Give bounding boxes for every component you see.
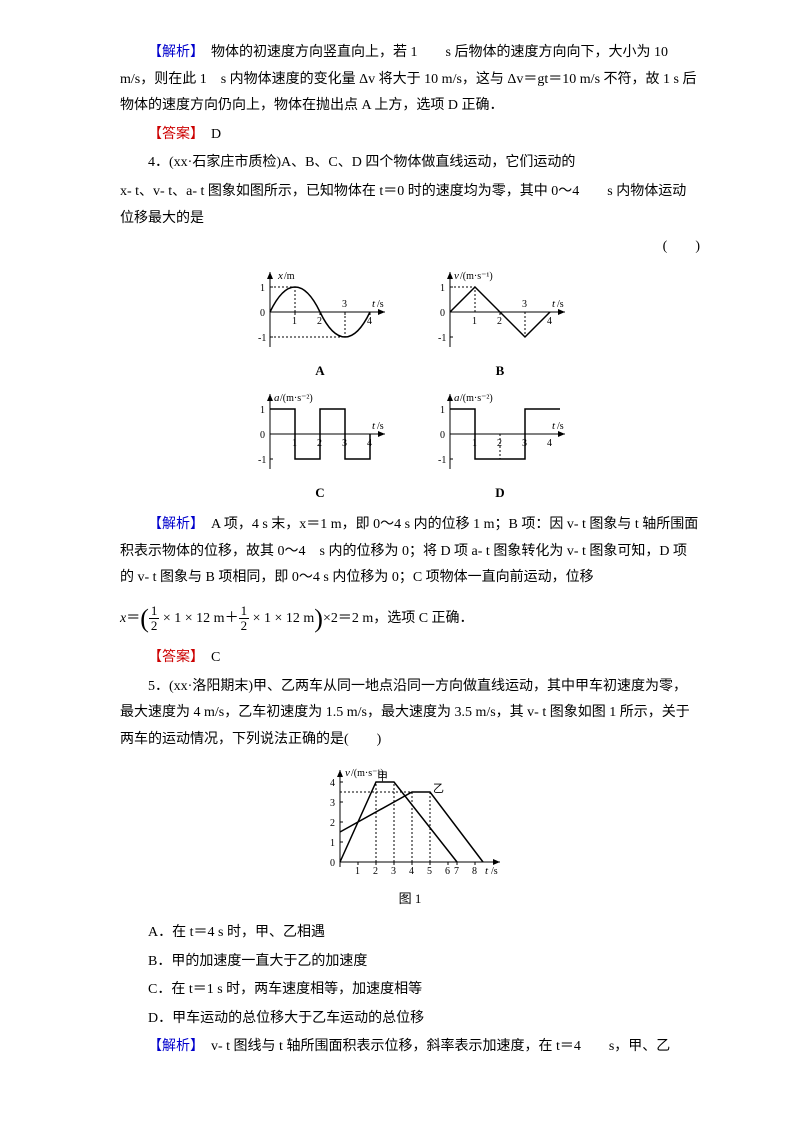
q4-equation: x＝(12 × 1 × 12 m＋12 × 1 × 12 m)×2＝2 m，选项… — [120, 594, 700, 643]
svg-text:1: 1 — [440, 283, 445, 294]
svg-text:乙: 乙 — [433, 782, 444, 795]
svg-text:/(m·s⁻²): /(m·s⁻²) — [280, 393, 313, 404]
answer-label: 【答案】 — [148, 127, 197, 142]
q5-opt-c: C．在 t＝1 s 时，两车速度相等，加速度相等 — [120, 977, 700, 1004]
svg-text:t: t — [372, 298, 376, 310]
graph-B-label: B — [496, 359, 505, 384]
svg-text:t: t — [372, 420, 376, 432]
svg-text:/(m·s⁻¹): /(m·s⁻¹) — [460, 271, 493, 282]
svg-text:-1: -1 — [438, 455, 446, 466]
svg-text:1: 1 — [472, 316, 477, 327]
q5-figure-caption: 图 1 — [120, 887, 700, 912]
q4-stem-line1: 4．(xx·石家庄市质检)A、B、C、D 四个物体做直线运动，它们运动的 — [120, 150, 700, 177]
svg-text:t: t — [552, 298, 556, 310]
analysis-text: v- t 图线与 t 轴所围面积表示位移，斜率表示加速度，在 t＝4 s，甲、乙 — [197, 1039, 670, 1054]
svg-text:2: 2 — [330, 818, 335, 829]
svg-text:3: 3 — [391, 866, 396, 877]
svg-text:/s: /s — [491, 866, 498, 877]
graph-D-label: D — [495, 481, 504, 506]
eq-tail: ×2＝2 m，选项 C 正确． — [323, 611, 474, 626]
svg-text:/s: /s — [557, 421, 564, 432]
q4-answer: 【答案】 C — [120, 645, 700, 672]
svg-text:2: 2 — [497, 316, 502, 327]
answer-text: D — [197, 127, 221, 142]
svg-text:t: t — [485, 865, 489, 877]
svg-text:/s: /s — [377, 421, 384, 432]
graph-A-label: A — [315, 359, 324, 384]
answer-label: 【答案】 — [148, 650, 197, 665]
svg-text:0: 0 — [260, 430, 265, 441]
svg-text:2: 2 — [373, 866, 378, 877]
svg-text:1: 1 — [260, 283, 265, 294]
svg-text:1: 1 — [292, 316, 297, 327]
q5-stem: 5．(xx·洛阳期末)甲、乙两车从同一地点沿同一方向做直线运动，其中甲车初速度为… — [120, 674, 700, 754]
svg-text:4: 4 — [547, 438, 552, 449]
graph-D: a/(m·s⁻²) t/s 1 0 -1 1234 D — [430, 389, 570, 506]
analysis-label: 【解析】 — [148, 517, 197, 532]
svg-text:6: 6 — [445, 866, 450, 877]
q3-answer: 【答案】 D — [120, 122, 700, 149]
svg-text:3: 3 — [522, 299, 527, 310]
svg-text:3: 3 — [342, 299, 347, 310]
svg-text:甲: 甲 — [377, 771, 388, 783]
svg-text:8: 8 — [472, 866, 477, 877]
q5-opt-a: A．在 t＝4 s 时，甲、乙相遇 — [120, 920, 700, 947]
q5-figure: v/(m·s⁻¹) t/s 0 1 2 3 4 1 2 3 4 5 6 7 8 … — [120, 762, 700, 912]
svg-text:7: 7 — [454, 866, 459, 877]
q4-analysis: 【解析】 A 项，4 s 末，x＝1 m，即 0～4 s 内的位移 1 m；B … — [120, 512, 700, 592]
graph-C: a/(m·s⁻²) t/s 1 0 -1 1234 C — [250, 389, 390, 506]
graph-A: x/m t/s 1 0 -1 1 2 3 4 A — [250, 267, 390, 384]
svg-text:-1: -1 — [438, 333, 446, 344]
svg-text:0: 0 — [260, 308, 265, 319]
svg-text:1: 1 — [355, 866, 360, 877]
svg-text:x: x — [277, 270, 283, 282]
q4-stem-line2: x- t、v- t、a- t 图象如图所示，已知物体在 t＝0 时的速度均为零，… — [120, 179, 700, 232]
graph-C-label: C — [315, 481, 324, 506]
q4-graphs-row1: x/m t/s 1 0 -1 1 2 3 4 A v/(m·s⁻¹) t/s — [120, 267, 700, 384]
svg-text:v: v — [454, 270, 459, 282]
svg-text:0: 0 — [440, 430, 445, 441]
q5-analysis: 【解析】 v- t 图线与 t 轴所围面积表示位移，斜率表示加速度，在 t＝4 … — [120, 1034, 700, 1061]
svg-text:t: t — [552, 420, 556, 432]
answer-paren: ( ) — [663, 234, 700, 261]
svg-text:/s: /s — [557, 299, 564, 310]
svg-text:-1: -1 — [258, 455, 266, 466]
svg-text:/(m·s⁻²): /(m·s⁻²) — [460, 393, 493, 404]
answer-text: C — [197, 650, 220, 665]
svg-text:1: 1 — [330, 838, 335, 849]
svg-text:1: 1 — [440, 405, 445, 416]
q3-analysis: 【解析】 物体的初速度方向竖直向上，若 1 s 后物体的速度方向向下，大小为 1… — [120, 40, 700, 120]
q5-opt-b: B．甲的加速度一直大于乙的加速度 — [120, 949, 700, 976]
svg-text:0: 0 — [330, 858, 335, 869]
analysis-text: A 项，4 s 末，x＝1 m，即 0～4 s 内的位移 1 m；B 项：因 v… — [120, 517, 698, 585]
svg-text:4: 4 — [409, 866, 414, 877]
svg-text:5: 5 — [427, 866, 432, 877]
svg-text:4: 4 — [330, 778, 335, 789]
analysis-label: 【解析】 — [148, 45, 197, 60]
svg-text:0: 0 — [440, 308, 445, 319]
svg-text:4: 4 — [547, 316, 552, 327]
svg-text:1: 1 — [260, 405, 265, 416]
q5-opt-d: D．甲车运动的总位移大于乙车运动的总位移 — [120, 1006, 700, 1033]
svg-text:/m: /m — [284, 271, 295, 282]
svg-text:/s: /s — [377, 299, 384, 310]
svg-text:3: 3 — [330, 798, 335, 809]
graph-B: v/(m·s⁻¹) t/s 1 0 -1 1 2 3 4 B — [430, 267, 570, 384]
analysis-text: 物体的初速度方向竖直向上，若 1 s 后物体的速度方向向下，大小为 10 m/s… — [120, 45, 696, 113]
q4-graphs-row2: a/(m·s⁻²) t/s 1 0 -1 1234 C a/(m·s⁻²) t/… — [120, 389, 700, 506]
svg-text:2: 2 — [317, 316, 322, 327]
analysis-label: 【解析】 — [148, 1039, 197, 1054]
svg-text:v: v — [345, 767, 350, 779]
svg-text:-1: -1 — [258, 333, 266, 344]
